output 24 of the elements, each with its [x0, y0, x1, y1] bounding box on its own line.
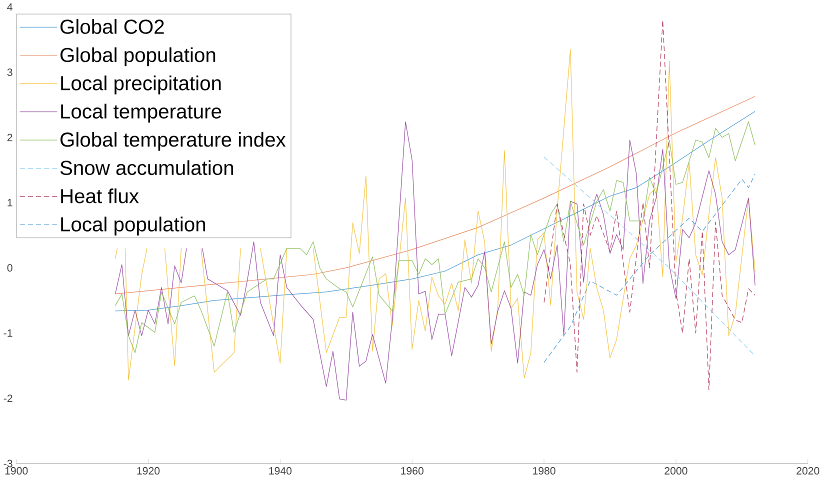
legend-label: Heat flux	[61, 188, 139, 204]
y-tick-label: 4	[7, 3, 12, 11]
x-tick-label: 1960	[401, 467, 424, 475]
x-tick-label: 1940	[269, 467, 292, 475]
x-tick-label: 1920	[137, 467, 160, 475]
legend-label: Local temperature	[61, 104, 222, 123]
y-tick-label: -1	[4, 329, 12, 337]
x-tick-label: 1980	[533, 467, 556, 475]
legend-label: Local population	[61, 216, 206, 236]
y-tick-label: 2	[7, 134, 12, 142]
legend-label: Global temperature index	[60, 132, 286, 151]
x-tick-label: 2000	[664, 467, 688, 475]
y-tick-label: 3	[7, 68, 12, 76]
legend-label: Global CO2	[60, 19, 164, 34]
legend-label: Snow accumulation	[60, 160, 234, 176]
x-tick-label: 2020	[796, 467, 820, 475]
y-tick-label: -3	[4, 460, 12, 468]
y-tick-label: 1	[8, 199, 12, 206]
y-tick-label: 0	[7, 264, 12, 272]
x-tick-label: 1900	[5, 467, 28, 475]
line-series	[544, 20, 756, 390]
legend-label: Local precipitation	[61, 76, 221, 94]
legend-label: Global population	[60, 47, 216, 66]
y-tick-label: -2	[4, 394, 12, 402]
